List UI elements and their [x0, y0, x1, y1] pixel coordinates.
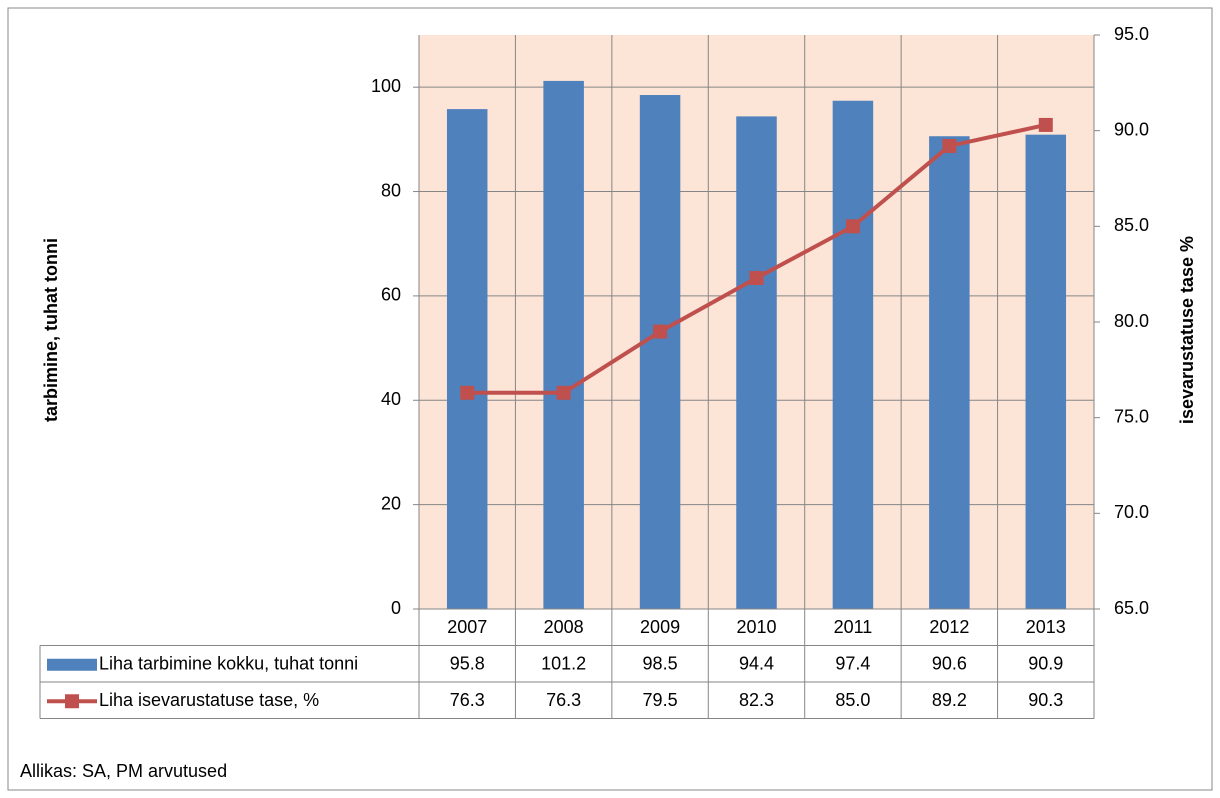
x-tick-label: 2009 — [640, 617, 680, 637]
table-cell: 95.8 — [450, 654, 485, 674]
bar — [929, 136, 970, 609]
table-cell: 90.9 — [1028, 654, 1063, 674]
x-tick-label: 2007 — [447, 617, 487, 637]
legend-label: Liha isevarustatuse tase, % — [99, 690, 319, 710]
table-cell: 97.4 — [835, 654, 870, 674]
table-cell: 98.5 — [643, 654, 678, 674]
y-tick-label: 80 — [381, 180, 401, 200]
table-cell: 101.2 — [541, 654, 586, 674]
x-tick-label: 2013 — [1026, 617, 1066, 637]
bar — [736, 116, 777, 610]
marker — [460, 385, 475, 400]
legend-label: Liha tarbimine kokku, tuhat tonni — [99, 654, 358, 674]
y-tick-label: 60 — [381, 285, 401, 305]
marker — [556, 385, 571, 400]
table-cell: 94.4 — [739, 654, 774, 674]
x-tick-label: 2012 — [929, 617, 969, 637]
x-tick-label: 2011 — [834, 617, 873, 637]
table-cell: 90.6 — [932, 654, 967, 674]
table-cell: 82.3 — [739, 690, 774, 710]
y2-tick-label: 90.0 — [1114, 119, 1149, 139]
marker — [749, 270, 764, 285]
y-axis-title: tarbimine, tuhat tonni — [41, 238, 61, 422]
x-tick-label: 2008 — [544, 617, 584, 637]
table-cell: 79.5 — [643, 690, 678, 710]
y2-tick-label: 80.0 — [1114, 311, 1149, 331]
legend-key — [47, 658, 97, 671]
bar — [1025, 134, 1067, 609]
y-tick-label: 0 — [391, 598, 401, 618]
bar — [832, 100, 874, 610]
marker — [845, 219, 860, 234]
y-tick-label: 20 — [381, 493, 401, 513]
bar — [639, 95, 681, 609]
y2-tick-label: 95.0 — [1114, 24, 1149, 44]
marker — [1038, 117, 1053, 132]
marker — [653, 324, 668, 339]
table-cell: 90.3 — [1028, 690, 1063, 710]
y2-tick-label: 65.0 — [1114, 598, 1149, 618]
y-tick-label: 40 — [381, 389, 401, 409]
y2-tick-label: 75.0 — [1114, 406, 1149, 426]
y2-axis-title: isevarustatuse tase % — [1177, 236, 1197, 424]
x-tick-label: 2010 — [736, 617, 776, 637]
table-cell: 89.2 — [932, 690, 967, 710]
source-note: Allikas: SA, PM arvutused — [20, 761, 227, 781]
table-cell: 76.3 — [450, 690, 485, 710]
bar — [543, 80, 584, 610]
marker — [942, 138, 957, 153]
bar — [446, 109, 488, 610]
y-tick-label: 100 — [371, 76, 401, 96]
y2-tick-label: 85.0 — [1114, 215, 1149, 235]
table-cell: 85.0 — [835, 690, 870, 710]
legend-key — [65, 694, 79, 709]
table-cell: 76.3 — [546, 690, 581, 710]
y2-tick-label: 70.0 — [1114, 502, 1149, 522]
